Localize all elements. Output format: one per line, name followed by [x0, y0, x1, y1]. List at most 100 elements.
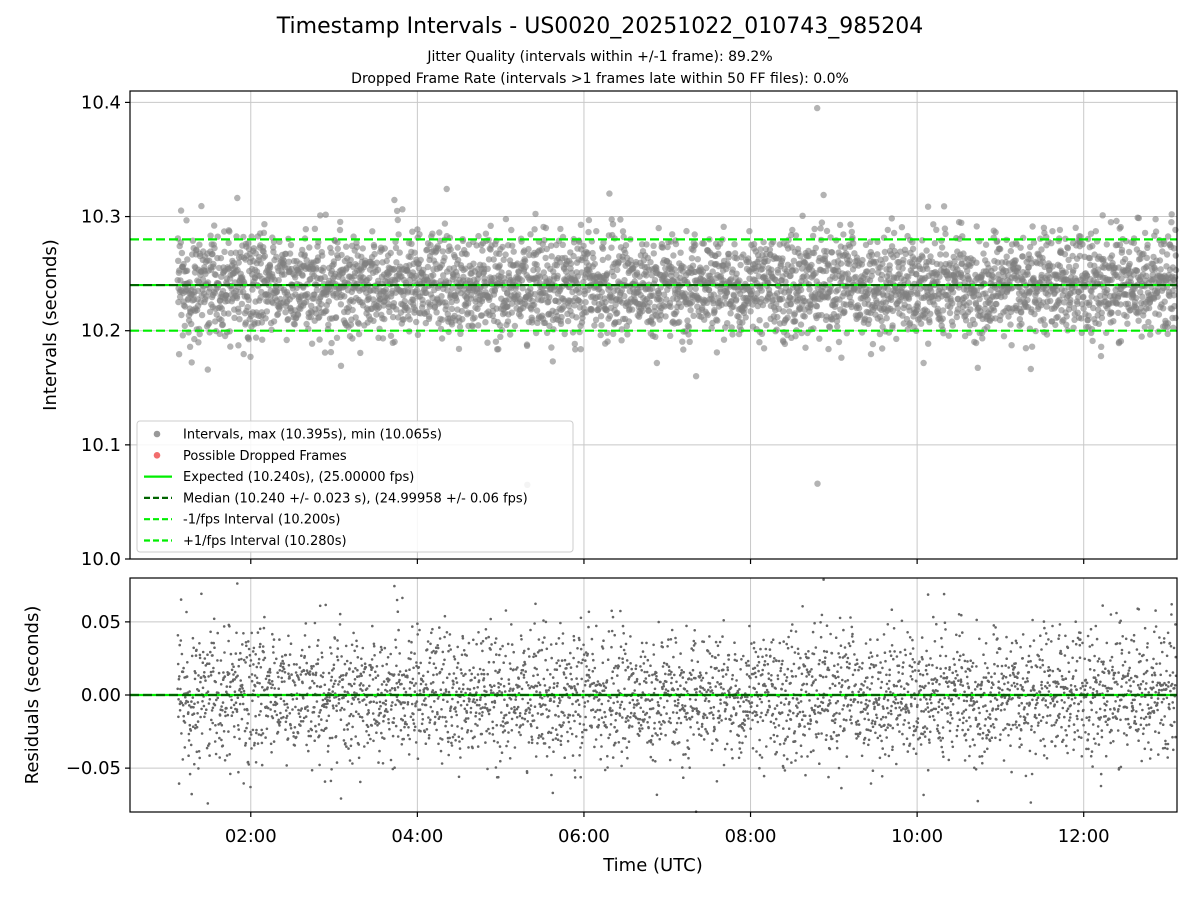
residual-point	[367, 733, 371, 737]
residual-point	[214, 724, 217, 727]
interval-point	[688, 255, 696, 262]
residual-point	[227, 730, 230, 733]
interval-point	[865, 316, 873, 324]
residual-point	[213, 740, 217, 743]
interval-point	[217, 254, 225, 262]
interval-point	[700, 240, 707, 247]
intervals-y-ticks: 10.010.110.210.310.4	[81, 92, 130, 570]
interval-point	[1024, 296, 1031, 304]
interval-point	[573, 314, 580, 321]
residual-point	[351, 670, 355, 673]
residual-point	[380, 683, 384, 686]
residual-point	[182, 666, 185, 670]
residual-point	[232, 703, 236, 707]
residual-point	[308, 670, 312, 673]
residual-point	[300, 707, 304, 710]
residual-point	[181, 758, 185, 761]
residual-point	[343, 690, 347, 693]
residual-point	[348, 667, 351, 670]
residual-point	[343, 708, 346, 711]
residual-point	[312, 673, 315, 676]
residual-point	[392, 721, 395, 724]
interval-point	[303, 320, 310, 328]
residual-point	[347, 722, 351, 725]
residual-point	[224, 714, 227, 718]
interval-point	[649, 320, 656, 327]
interval-point	[1172, 314, 1179, 322]
residual-point	[180, 732, 183, 735]
residual-point	[179, 687, 182, 691]
interval-point	[1038, 246, 1045, 253]
interval-point	[273, 253, 280, 260]
residual-point	[211, 706, 215, 710]
interval-point	[1141, 229, 1149, 237]
interval-point	[655, 290, 663, 297]
residual-point	[284, 720, 288, 724]
interval-point	[677, 249, 684, 256]
residual-point	[325, 706, 328, 709]
interval-point	[808, 261, 815, 269]
residual-point	[382, 680, 386, 683]
interval-point	[325, 298, 332, 305]
residual-point	[376, 688, 380, 691]
residual-point	[292, 731, 295, 734]
residual-point	[305, 743, 308, 747]
residual-point	[392, 717, 396, 720]
interval-point	[1047, 297, 1054, 305]
residual-point	[438, 670, 442, 674]
interval-point	[322, 211, 329, 218]
interval-point	[802, 344, 809, 351]
interval-point	[756, 317, 763, 324]
residual-point	[281, 669, 284, 673]
interval-point	[889, 322, 896, 329]
residual-point	[421, 703, 424, 706]
interval-point	[417, 256, 424, 264]
residual-point	[244, 661, 247, 664]
residual-point	[187, 754, 190, 757]
residual-point	[339, 797, 343, 800]
interval-point	[498, 269, 505, 276]
residual-point	[293, 744, 297, 747]
interval-point	[401, 298, 408, 305]
interval-point	[1104, 286, 1111, 294]
residual-point	[243, 708, 246, 711]
interval-point	[724, 262, 731, 269]
residual-point	[398, 670, 402, 673]
residual-point	[262, 626, 266, 630]
interval-point	[1072, 262, 1080, 270]
residual-point	[326, 750, 330, 753]
interval-point	[685, 331, 692, 338]
interval-point	[448, 299, 455, 306]
interval-point	[353, 243, 361, 251]
interval-point	[692, 241, 699, 248]
residual-point	[401, 718, 405, 722]
residual-point	[221, 701, 225, 704]
interval-point	[577, 346, 584, 353]
interval-point	[318, 301, 325, 308]
residual-point	[313, 621, 317, 625]
interval-point	[542, 254, 549, 262]
residual-point	[406, 733, 410, 737]
interval-point	[684, 317, 691, 324]
interval-point	[234, 194, 241, 202]
interval-point	[1028, 343, 1036, 350]
residual-point	[191, 725, 195, 728]
residual-point	[395, 598, 399, 602]
interval-point	[426, 313, 433, 320]
residual-point	[424, 703, 428, 707]
residual-point	[275, 657, 278, 661]
interval-point	[316, 336, 323, 343]
residual-point	[421, 718, 425, 721]
interval-point	[1115, 309, 1122, 316]
residual-point	[360, 716, 364, 719]
interval-point	[688, 299, 696, 306]
residual-point	[178, 675, 181, 678]
interval-point	[689, 262, 697, 269]
residual-point	[246, 708, 249, 712]
interval-point	[591, 260, 598, 268]
residual-point	[249, 785, 252, 789]
legend-marker-0	[153, 430, 161, 438]
residual-point	[271, 632, 274, 636]
residual-point	[199, 715, 202, 719]
interval-point	[609, 221, 617, 228]
